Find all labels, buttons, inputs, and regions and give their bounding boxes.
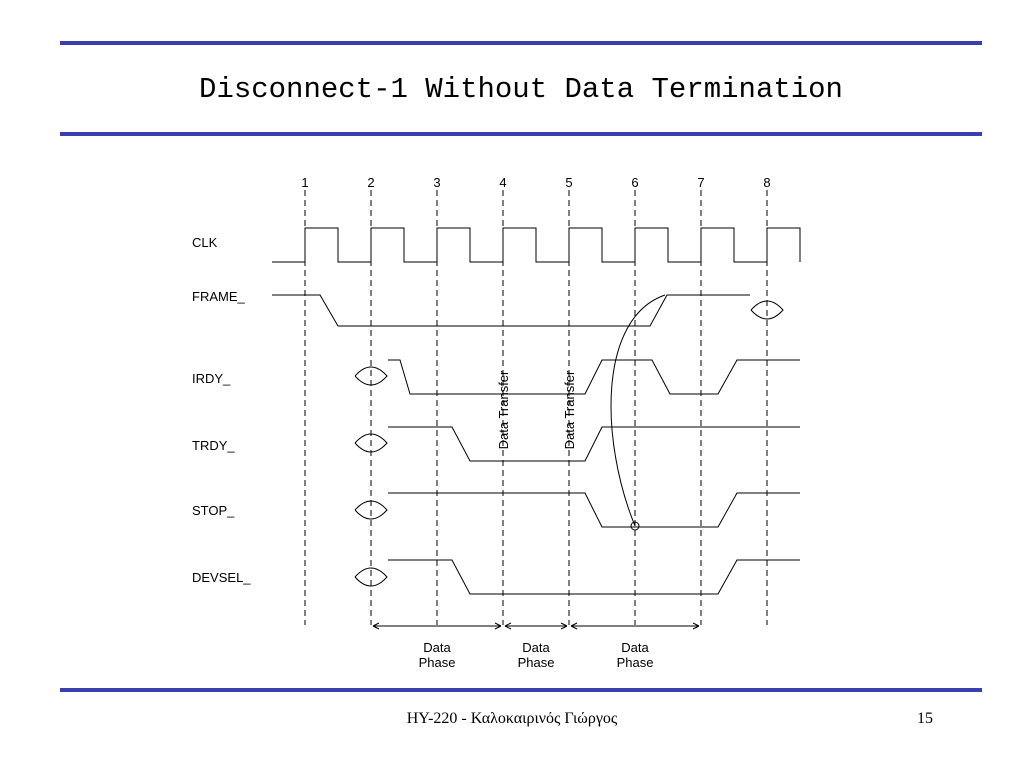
signal-label: STOP_ xyxy=(192,503,235,518)
clock-label: 6 xyxy=(631,175,638,190)
trdy-wave xyxy=(388,426,800,462)
phase-label: Data xyxy=(522,640,550,655)
footer: HY-220 - Καλοκαιρινός Γιώργος xyxy=(407,710,618,727)
clk-wave xyxy=(272,227,801,263)
clock-label: 2 xyxy=(367,175,374,190)
frame-wave xyxy=(272,294,750,327)
stop-wave xyxy=(388,492,800,528)
signal-label: FRAME_ xyxy=(192,289,246,304)
phase-label: Data xyxy=(423,640,451,655)
phase-label: Data xyxy=(621,640,649,655)
signal-label: TRDY_ xyxy=(192,438,235,453)
signal-label: CLK xyxy=(192,235,218,250)
annotation: Data Transfer xyxy=(562,370,577,449)
signal-label: IRDY_ xyxy=(192,371,231,386)
turnaround xyxy=(354,300,784,587)
clock-label: 8 xyxy=(763,175,770,190)
clock-label: 5 xyxy=(565,175,572,190)
title: Disconnect-1 Without Data Termination xyxy=(199,73,843,106)
signal-label: DEVSEL_ xyxy=(192,570,251,585)
phase-arrows xyxy=(372,622,700,630)
clock-label: 4 xyxy=(499,175,506,190)
phase-label: Phase xyxy=(518,655,555,670)
page-number: 15 xyxy=(917,710,933,727)
annotation: Data Transfer xyxy=(496,370,511,449)
phase-label: Phase xyxy=(617,655,654,670)
clock-label: 3 xyxy=(433,175,440,190)
phase-label: Phase xyxy=(419,655,456,670)
devsel-wave xyxy=(388,559,800,595)
timing-diagram xyxy=(272,227,801,630)
irdy-wave xyxy=(388,359,800,395)
clock-label: 7 xyxy=(697,175,704,190)
causal-curve xyxy=(610,294,666,527)
clock-label: 1 xyxy=(301,175,308,190)
